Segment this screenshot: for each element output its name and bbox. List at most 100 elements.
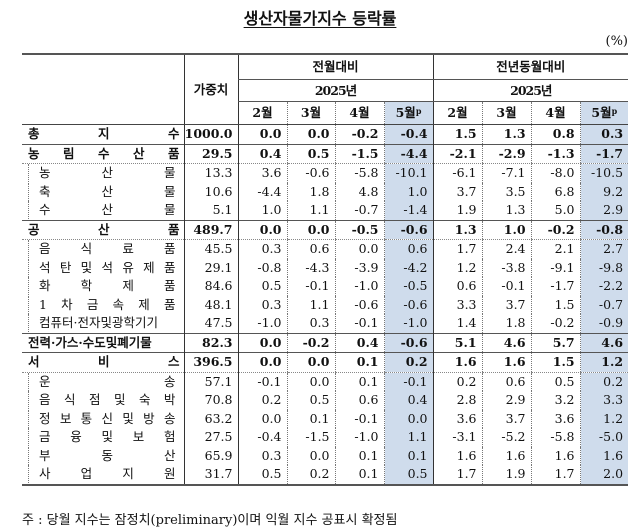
yoy-value-cell: -0.2 [530,314,581,333]
mom-value-cell: -0.8 [237,258,287,277]
mom-value-cell: -1.0 [383,314,434,333]
mom-value-cell: 0.0 [237,352,287,373]
yoy-value-cell: 1.0 [481,219,532,240]
yoy-value-cell: -9.8 [579,258,629,277]
yoy-value-cell: 0.8 [530,124,581,145]
mom-value-cell: -0.1 [237,372,287,391]
mom-value-cell: 0.2 [286,465,335,486]
yoy-value-cell: 1.2 [579,409,629,428]
yoy-value-cell: 4.6 [579,332,629,353]
yoy-value-cell: 2.1 [530,239,581,259]
yoy-value-cell: -5.2 [481,428,532,447]
mom-value-cell: -4.4 [383,143,434,164]
weight-cell: 396.5 [183,352,238,373]
yoy-month-header: 3월 [481,101,532,125]
weight-header: 가중치 [183,53,238,125]
yoy-value-cell: 3.3 [432,295,483,314]
yoy-value-cell: 2.9 [481,391,532,410]
preliminary-mark: p [611,106,618,116]
table-row: 운 송 57.1 -0.1 0.0 0.1 -0.1 0.2 0.6 0.5 0.2 [22,372,629,391]
mom-value-cell: 0.0 [383,409,434,428]
mom-value-cell: 0.2 [383,352,434,373]
mom-value-cell: 0.6 [286,239,335,259]
yoy-month-header: 4월 [530,101,581,125]
yoy-value-cell: 2.0 [579,465,629,486]
yoy-value-cell: -9.1 [530,258,581,277]
mom-value-cell: -0.7 [334,201,384,220]
mom-value-cell: 0.1 [334,372,384,391]
yoy-value-cell: -6.1 [432,163,483,183]
table-title: 생산자물가지수 등락률 [243,9,397,28]
mom-value-cell: 1.0 [383,182,434,201]
ppi-change-table: 가중치 전월대비 전년동월대비 2025년 2025년 2월 3월 4월 5월p 2월 3… [22,53,629,486]
yoy-value-cell: 1.7 [432,465,483,486]
mom-value-cell: -1.4 [383,201,434,220]
yoy-value-cell: -1.7 [530,277,581,296]
mom-value-cell: 0.5 [286,143,335,164]
table-row: 금 융 및 보 험 27.5 -0.4 -1.5 -1.0 1.1 -3.1 -5.2 -5.8 -5.0 [22,428,629,447]
mom-value-cell: 0.3 [237,446,287,465]
weight-cell: 27.5 [183,428,238,447]
mom-value-cell: -0.1 [334,314,384,333]
yoy-value-cell: 1.2 [579,352,629,373]
mom-value-cell: 0.4 [383,391,434,410]
yoy-value-cell: 1.3 [432,219,483,240]
mom-value-cell: -0.6 [383,219,434,240]
mom-value-cell: -4.4 [237,182,287,201]
table-row: 컴퓨터·전자및광학기기 47.5 -1.0 0.3 -0.1 -1.0 1.4 1.8 -0.2… [22,314,629,333]
mom-value-cell: 0.3 [286,314,335,333]
yoy-value-cell: 5.1 [432,332,483,353]
weight-cell: 47.5 [183,314,238,333]
table-row: 부 동 산 65.9 0.3 0.0 0.1 0.1 1.6 1.6 1.6 1.6 [22,446,629,466]
mom-value-cell: -0.6 [334,295,384,314]
yoy-value-cell: 1.5 [530,295,581,314]
weight-cell: 65.9 [183,446,238,465]
yoy-value-cell: -2.1 [432,143,483,164]
mom-value-cell: -3.9 [334,258,384,277]
mom-group-header: 전월대비 [237,53,434,80]
mom-value-cell: 0.0 [286,372,335,391]
table-row: 전력·가스·수도및폐기물 82.3 0.0 -0.2 0.4 -0.6 5.1 4.6 5.7 4… [22,332,629,353]
yoy-month-header: 5월p [579,101,629,125]
mom-value-cell: -0.1 [334,409,384,428]
row-label: 컴퓨터·전자및광학기기 [22,314,184,333]
mom-value-cell: 0.1 [334,446,384,465]
table-row: 화 학 제 품 84.6 0.5 -0.1 -1.0 -0.5 0.6 -0.1 -1.7 -2.2 [22,277,629,296]
yoy-value-cell: -0.8 [579,219,629,240]
mom-value-cell: 1.1 [286,201,335,220]
mom-month-header: 4월 [334,101,384,125]
yoy-value-cell: 1.2 [432,258,483,277]
mom-value-cell: 0.5 [237,465,287,486]
yoy-value-cell: -0.2 [530,219,581,240]
yoy-year-header: 2025년 [432,79,629,102]
yoy-value-cell: -3.8 [481,258,532,277]
preliminary-mark: p [415,106,422,116]
yoy-value-cell: 1.5 [432,124,483,145]
yoy-value-cell: 9.2 [579,182,629,201]
yoy-value-cell: 5.0 [530,201,581,220]
mom-value-cell: -1.0 [237,314,287,333]
mom-value-cell: 0.0 [237,219,287,240]
weight-cell: 5.1 [183,201,238,220]
mom-value-cell: 0.1 [334,352,384,373]
mom-value-cell: -4.3 [286,258,335,277]
weight-cell: 57.1 [183,372,238,391]
mom-value-cell: 0.1 [286,409,335,428]
mom-value-cell: 0.4 [334,332,384,353]
mom-value-cell: 3.6 [237,163,287,183]
mom-value-cell: -1.5 [286,428,335,447]
yoy-value-cell: 1.6 [481,446,532,465]
table-row: 사 업 지 원 31.7 0.5 0.2 0.1 0.5 1.7 1.9 1.7 2.0 [22,465,629,486]
weight-cell: 70.8 [183,391,238,410]
mom-value-cell: -1.5 [334,143,384,164]
yoy-value-cell: 1.3 [481,124,532,145]
yoy-value-cell: -7.1 [481,163,532,183]
unit-label: (%) [605,34,629,49]
yoy-month-header: 2월 [432,101,483,125]
